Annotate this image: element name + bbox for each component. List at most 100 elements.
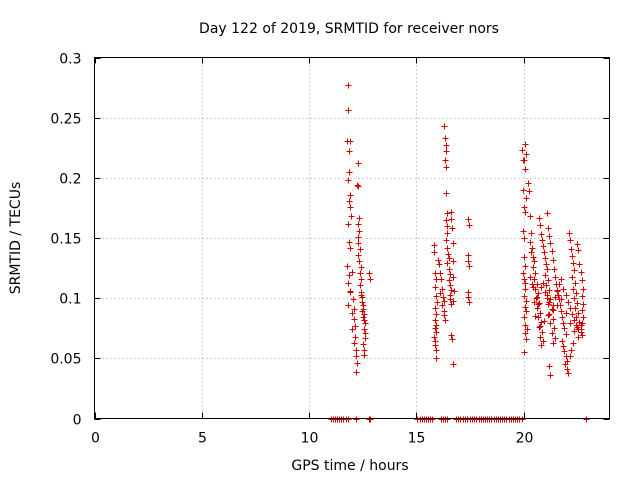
data-point: [530, 284, 537, 291]
data-point: [347, 245, 354, 252]
data-point: [563, 331, 570, 338]
data-point: [448, 209, 455, 216]
data-point: [360, 314, 367, 321]
data-point: [572, 280, 579, 287]
data-point: [521, 254, 528, 261]
grid-lines: [94, 57, 610, 419]
data-point: [441, 298, 448, 305]
data-point: [539, 237, 546, 244]
data-point: [539, 329, 546, 336]
data-point: [546, 299, 553, 306]
data-point: [441, 123, 448, 130]
data-point: [520, 270, 527, 277]
data-point: [450, 274, 457, 281]
data-point: [523, 298, 530, 305]
data-point: [571, 267, 578, 274]
data-point: [524, 326, 531, 333]
data-point: [532, 313, 539, 320]
data-point: [567, 237, 574, 244]
data-point: [355, 221, 362, 228]
data-point: [465, 252, 472, 259]
data-point: [566, 230, 573, 237]
data-point: [538, 284, 545, 291]
data-point: [563, 292, 570, 299]
data-point: [564, 366, 571, 373]
data-point: [546, 311, 553, 318]
data-point: [578, 269, 585, 276]
x-tick-label: 0: [91, 431, 100, 447]
data-point: [547, 296, 554, 303]
data-point: [435, 257, 442, 264]
data-point: [575, 334, 582, 341]
data-point: [540, 338, 547, 345]
data-point: [537, 222, 544, 229]
x-axis-label: GPS time / hours: [291, 458, 408, 474]
data-point: [575, 310, 582, 317]
data-point: [528, 230, 535, 237]
data-point: [560, 286, 567, 293]
data-point: [347, 204, 354, 211]
y-tick-label: 0: [73, 413, 82, 429]
data-point: [346, 169, 353, 176]
data-point: [434, 299, 441, 306]
data-point: [579, 307, 586, 314]
data-point: [432, 284, 439, 291]
data-point: [443, 237, 450, 244]
data-point: [351, 306, 358, 313]
data-point: [530, 264, 537, 271]
data-point: [450, 361, 457, 368]
data-point: [522, 330, 529, 337]
data-point: [547, 320, 554, 327]
data-point: [345, 221, 352, 228]
data-point: [570, 260, 577, 267]
data-point: [345, 416, 352, 423]
data-point: [523, 195, 530, 202]
data-point: [465, 294, 472, 301]
data-point: [439, 286, 446, 293]
data-point: [550, 307, 557, 314]
data-point: [346, 198, 353, 205]
data-point: [519, 416, 526, 423]
data-point: [361, 326, 368, 333]
data-point: [522, 322, 529, 329]
data-point: [550, 316, 557, 323]
data-point: [347, 289, 354, 296]
data-point: [521, 349, 528, 356]
data-point: [568, 347, 575, 354]
data-point: [350, 296, 357, 303]
x-tick-label: 10: [301, 431, 319, 447]
data-point: [431, 242, 438, 249]
data-point: [345, 177, 352, 184]
data-point: [361, 317, 368, 324]
data-point: [359, 299, 366, 306]
data-point: [546, 287, 553, 294]
data-point: [443, 142, 450, 149]
data-point: [432, 342, 439, 349]
data-point: [465, 216, 472, 223]
data-point: [361, 352, 368, 359]
data-point: [442, 157, 449, 164]
data-point: [356, 215, 363, 222]
data-point: [580, 314, 587, 321]
data-point: [560, 320, 567, 327]
data-point: [522, 141, 529, 148]
data-point: [466, 222, 473, 229]
data-point: [355, 234, 362, 241]
data-point: [355, 183, 362, 190]
data-point: [542, 272, 549, 279]
data-point: [437, 290, 444, 297]
data-point: [529, 245, 536, 252]
data-point: [556, 281, 563, 288]
data-point: [527, 239, 534, 246]
data-point: [540, 243, 547, 250]
data-point: [541, 249, 548, 256]
data-point: [570, 286, 577, 293]
data-point: [347, 138, 354, 145]
data-point: [552, 335, 559, 342]
data-point: [551, 325, 558, 332]
data-point: [544, 295, 551, 302]
data-point: [523, 308, 530, 315]
data-point: [519, 147, 526, 154]
data-point: [545, 225, 552, 232]
